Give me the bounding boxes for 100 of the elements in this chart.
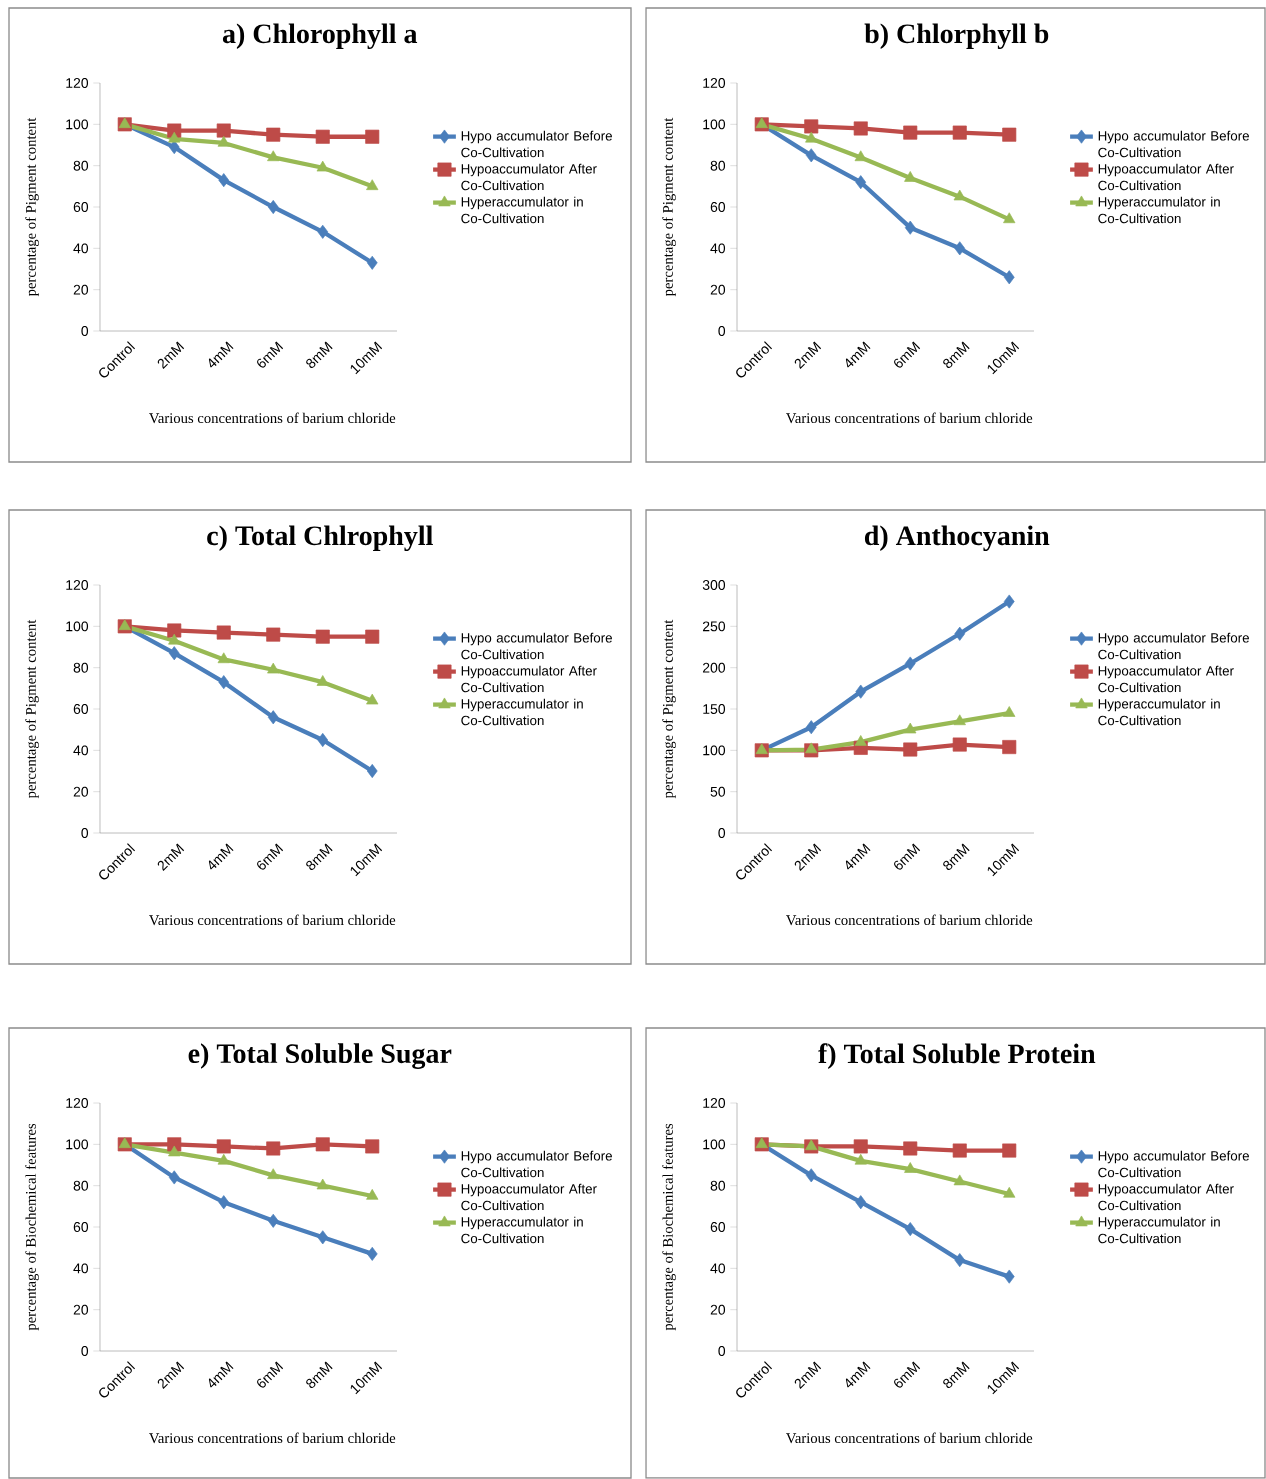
point [805,148,817,163]
point [904,1222,916,1237]
point [216,625,231,640]
y-tick-label: 20 [710,1304,726,1315]
x-axis-title: Various concentrations of barium chloride [149,412,396,424]
x-axis-title: Various concentrations of barium chloride [149,914,396,926]
point [266,627,281,642]
y-tick-label: 20 [73,284,89,295]
x-axis-title: Various concentrations of barium chloride [786,412,1033,424]
point [855,175,867,190]
y-tick-label: 120 [703,1098,726,1108]
point [168,1145,181,1157]
point [904,722,917,734]
legend-label: Hypo accumulator Before Co-Cultivation [1098,130,1249,158]
point [315,1137,330,1152]
point [168,131,181,143]
point [267,710,279,725]
point [365,129,380,144]
point [315,629,330,644]
y-tick-label: 20 [73,1304,89,1315]
y-tick-label: 120 [66,1098,89,1108]
legend-label: Hyperaccumulator in Co-Cultivation [461,698,583,726]
point [954,1253,966,1268]
y-tick-label: 0 [81,1346,89,1356]
y-tick-label: 100 [703,745,726,756]
point [853,121,868,136]
y-axis-title: percentage of Pigment content [25,619,39,799]
point [218,675,230,690]
point [365,629,380,644]
point [904,220,916,235]
point [266,1141,281,1156]
y-tick-label: 0 [718,1346,726,1356]
point [366,179,379,191]
y-tick-label: 120 [66,78,89,88]
point [854,150,867,162]
y-tick-label: 80 [710,1180,726,1191]
point [366,255,378,270]
x-axis-title: Various concentrations of barium chloride [786,1432,1033,1444]
point [1003,594,1015,609]
point [855,1195,867,1210]
y-axis-title: percentage of Biochemical features [25,1123,39,1331]
point [1002,740,1017,755]
point [317,1230,329,1245]
y-tick-label: 0 [718,326,726,336]
y-tick-label: 60 [73,202,89,212]
y-tick-label: 0 [81,828,89,838]
point [267,200,279,215]
chart-title: f) Total Soluble Protein [818,1043,1096,1069]
point [316,160,329,172]
chart-title: b) Chlorphyll b [864,23,1049,49]
point [216,123,231,138]
legend-label: Hyperaccumulator in Co-Cultivation [461,1216,583,1244]
point [953,1174,966,1186]
chart-title: e) Total Soluble Sugar [188,1043,452,1069]
y-tick-label: 80 [73,1180,89,1191]
y-tick-label: 60 [710,202,726,212]
y-tick-label: 0 [81,326,89,336]
y-tick-label: 20 [710,284,726,295]
legend-label: Hypoaccumulator After Co-Cultivation [461,163,597,191]
chart-title: c) Total Chlrophyll [207,525,433,551]
point [954,241,966,256]
point [1003,212,1016,224]
x-axis-title: Various concentrations of barium chloride [149,1432,396,1444]
point [366,693,379,705]
legend-label: Hypo accumulator Before Co-Cultivation [1098,1150,1249,1178]
point [903,742,918,757]
point [904,1162,917,1173]
point [365,1139,380,1154]
point [1003,1186,1016,1198]
y-tick-label: 100 [66,621,89,632]
point [218,1195,230,1210]
point [1003,1269,1015,1284]
legend-label: Hypoaccumulator After Co-Cultivation [1098,1183,1234,1211]
point [952,737,967,752]
y-axis-title: percentage of Pigment content [25,117,39,297]
y-tick-label: 150 [703,704,726,714]
legend-label: Hypoaccumulator After Co-Cultivation [461,1183,597,1211]
y-tick-label: 40 [73,745,89,756]
y-tick-label: 40 [710,1263,726,1274]
y-tick-label: 250 [702,621,726,632]
y-tick-label: 0 [718,828,726,838]
y-axis-title: percentage of Biochemical features [662,1123,676,1331]
point [217,652,230,664]
point [854,735,867,746]
y-tick-label: 120 [66,580,89,590]
y-tick-label: 80 [710,160,726,171]
point [1002,1143,1017,1158]
point [805,1168,817,1183]
legend-label: Hyperaccumulator in Co-Cultivation [1098,698,1220,726]
point [317,733,329,748]
point [218,173,230,188]
point [366,764,378,779]
point [267,1213,279,1228]
point [954,626,966,641]
point [1003,270,1015,285]
point [315,129,330,144]
x-axis-title: Various concentrations of barium chloride [786,914,1033,926]
point [853,1139,868,1154]
point [952,1143,967,1158]
point [168,1170,180,1185]
